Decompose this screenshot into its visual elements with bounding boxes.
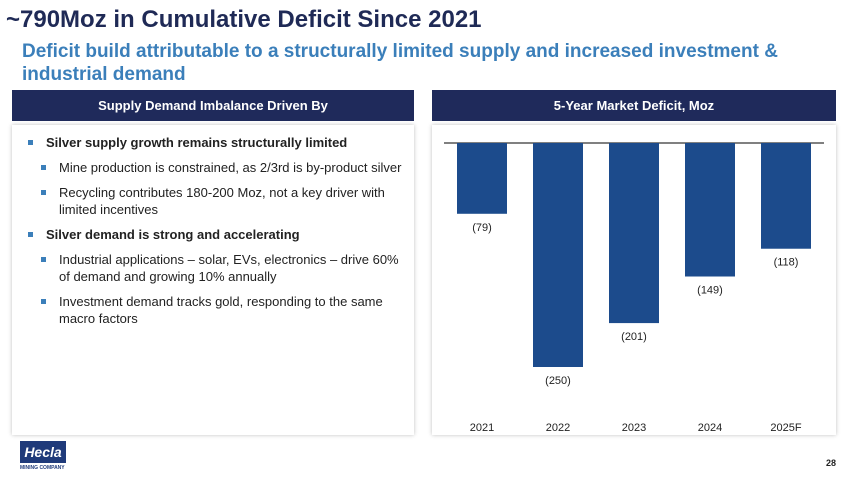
sub-bullet-item: Mine production is constrained, as 2/3rd… — [28, 159, 413, 176]
logo-wordmark: Hecla — [20, 441, 66, 463]
bar-2023 — [609, 143, 659, 324]
page-subtitle: Deficit build attributable to a structur… — [22, 41, 778, 85]
page-number: 28 — [825, 458, 836, 468]
left-panel-header: Supply Demand Imbalance Driven By — [12, 90, 414, 121]
bar-2021 — [457, 143, 507, 214]
x-tick-label: 2024 — [698, 422, 722, 434]
x-tick-label: 2021 — [470, 422, 494, 434]
bullet-item: Silver supply growth remains structurall… — [28, 134, 413, 151]
left-panel — [12, 125, 414, 435]
logo-subtext: MINING COMPANY — [20, 465, 65, 471]
bar-2025F — [761, 143, 811, 249]
bullet-item: Silver demand is strong and accelerating — [28, 226, 413, 243]
page-title: ~790Moz in Cumulative Deficit Since 2021 — [6, 6, 482, 33]
bar-2024 — [685, 143, 735, 277]
sub-bullet-item: Industrial applications – solar, EVs, el… — [28, 251, 413, 285]
data-label: (201) — [621, 331, 647, 343]
bar-2022 — [533, 143, 583, 367]
chart-panel: (79) 2021 (250) 2022 (201) 2023 (149) 2024 (118)… — [432, 125, 836, 435]
x-tick-label: 2025F — [770, 422, 801, 434]
deficit-bar-chart: (79) 2021 (250) 2022 (201) 2023 (149) 2024 (118)… — [444, 142, 824, 434]
sub-bullet-item: Investment demand tracks gold, respondin… — [28, 293, 413, 327]
sub-bullet-item: Recycling contributes 180-200 Moz, not a… — [28, 184, 413, 218]
right-panel-header: 5-Year Market Deficit, Moz — [432, 90, 836, 121]
data-label: (149) — [697, 285, 723, 297]
data-label: (118) — [774, 257, 799, 269]
x-tick-label: 2023 — [622, 422, 646, 434]
data-label: (250) — [545, 375, 571, 387]
company-logo: Hecla MINING COMPANY — [20, 441, 70, 471]
bullet-list: Silver supply growth remains structurall… — [28, 134, 413, 335]
data-label: (79) — [472, 222, 492, 234]
x-tick-label: 2022 — [546, 422, 570, 434]
